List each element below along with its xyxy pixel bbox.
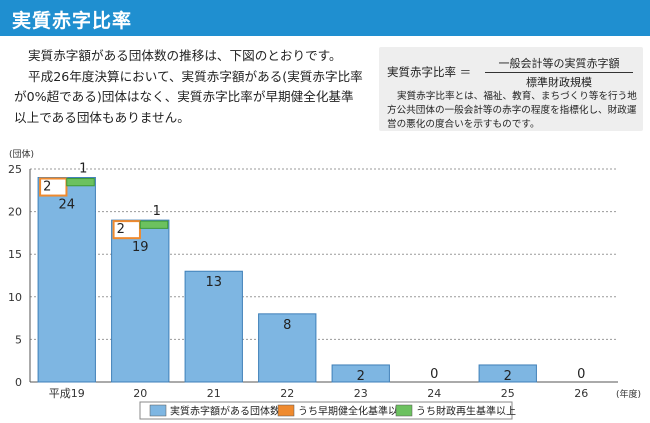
data-label: 1 <box>79 162 87 177</box>
y-tick-label: 0 <box>15 376 22 389</box>
y-tick-label: 25 <box>8 163 22 176</box>
formula-numerator: 一般会計等の実質赤字額 <box>498 57 620 70</box>
bar-1 <box>37 177 96 383</box>
x-tick-label: 24 <box>427 387 441 400</box>
legend-swatch <box>277 404 295 417</box>
page-header: 実質赤字比率 <box>0 0 650 36</box>
data-label: 19 <box>132 240 149 255</box>
legend-label: うち財政再生基準以上 <box>416 405 516 418</box>
y-tick-label: 15 <box>8 248 22 261</box>
intro-text: 実質赤字額がある団体数の推移は、下図のとおりです。 平成26年度決算において、実… <box>14 46 366 128</box>
data-label: 2 <box>117 222 125 237</box>
data-label: 24 <box>58 198 75 213</box>
subbar-fiscal-rebuild <box>139 220 169 229</box>
y-tick-label: 5 <box>15 333 22 346</box>
legend-swatch <box>395 404 413 417</box>
x-tick-label: 21 <box>207 387 221 400</box>
bar-2 <box>111 219 170 383</box>
y-axis-unit-label: (団体) <box>9 148 34 160</box>
y-tick-label: 10 <box>8 291 22 304</box>
intro-paragraph-1: 実質赤字額がある団体数の推移は、下図のとおりです。 <box>28 48 342 63</box>
data-label: 13 <box>205 275 222 290</box>
legend-swatch <box>149 404 167 417</box>
subbar-fiscal-rebuild <box>66 178 95 187</box>
x-tick-label: 20 <box>133 387 147 400</box>
bar-5 <box>331 364 390 383</box>
data-label: 1 <box>153 204 161 219</box>
legend-label: 実質赤字額がある団体数 <box>170 405 280 418</box>
data-label: 2 <box>357 369 365 384</box>
data-label: 8 <box>283 318 291 333</box>
y-tick-label: 20 <box>8 206 22 219</box>
data-label: 2 <box>504 369 512 384</box>
x-tick-label: 22 <box>280 387 294 400</box>
bar-chart: 0510152025(団体)(年度)2421平成1919212013218222… <box>8 148 641 420</box>
legend-label: うち早期健全化基準以上 <box>298 405 408 418</box>
data-label: 0 <box>577 367 585 382</box>
bar-3 <box>184 270 243 383</box>
formula-label: 実質赤字比率 ＝ <box>387 65 472 79</box>
data-label: 2 <box>43 180 51 195</box>
bar-7 <box>478 364 537 383</box>
x-tick-label: 26 <box>574 387 588 400</box>
fraction-line <box>485 72 633 73</box>
intro-paragraph-2: 平成26年度決算において、実質赤字額がある(実質赤字比率が0%超である)団体はな… <box>14 68 363 125</box>
legend-box <box>139 401 513 420</box>
formula-denominator: 標準財政規模 <box>526 76 592 89</box>
x-axis-unit-label: (年度) <box>616 388 641 400</box>
subbar-early-warning <box>39 177 68 197</box>
page-title: 実質赤字比率 <box>12 10 133 32</box>
definition-description: 実質赤字比率とは、福祉、教育、まちづくり等を行う地方公共団体の一般会計等の赤字の… <box>387 91 637 130</box>
x-tick-label: 平成19 <box>49 387 85 400</box>
data-label: 0 <box>430 367 438 382</box>
x-tick-label: 23 <box>354 387 368 400</box>
x-tick-label: 25 <box>501 387 515 400</box>
definition-box: 実質赤字比率 ＝ 一般会計等の実質赤字額 標準財政規模 実質赤字比率とは、福祉、… <box>379 47 643 131</box>
bar-4 <box>258 313 317 383</box>
subbar-early-warning <box>112 220 141 240</box>
